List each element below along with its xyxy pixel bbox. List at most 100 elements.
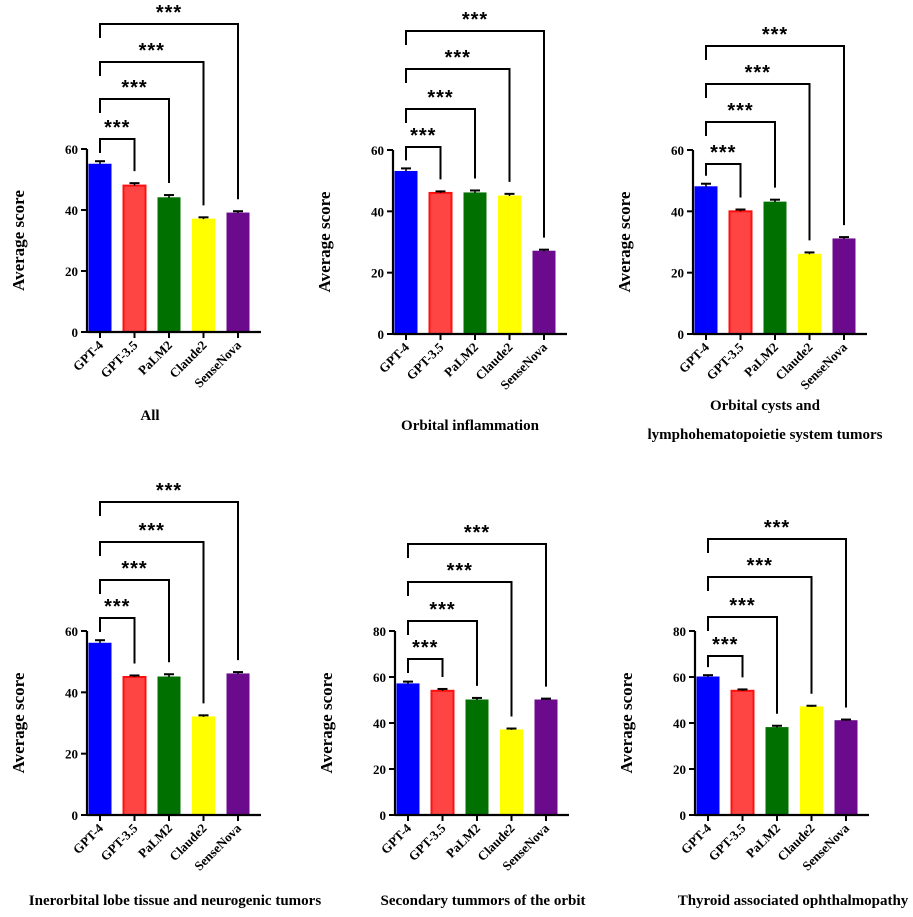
significance-label: *** — [121, 558, 147, 580]
significance-label: *** — [139, 520, 165, 542]
bar-sensenova — [534, 699, 558, 816]
significance-label: *** — [764, 517, 790, 539]
significance-label: *** — [104, 117, 130, 139]
significance-label: *** — [710, 142, 736, 164]
chart-panel-5: 020406080GPT-4GPT-3.5PaLM2Claude2SenseNo… — [317, 522, 585, 909]
bar-gpt-4 — [694, 186, 718, 335]
bar-gpt-3.5 — [430, 689, 455, 816]
y-tick-label: 0 — [380, 808, 387, 823]
bar-palm2 — [157, 676, 181, 816]
bar-palm2 — [763, 201, 787, 335]
significance-bracket — [99, 579, 170, 663]
y-tick-label: 40 — [671, 204, 684, 219]
bar-palm2 — [157, 197, 181, 333]
significance-label: *** — [412, 637, 438, 659]
bar-gpt-4 — [88, 163, 112, 333]
significance-bracket — [99, 23, 239, 200]
y-tick-label: 40 — [371, 204, 384, 219]
significance-label: *** — [745, 62, 771, 84]
significance-label: *** — [410, 125, 436, 147]
y-tick-label: 60 — [371, 143, 384, 158]
significance-label: *** — [712, 634, 738, 656]
y-tick-label: 20 — [65, 264, 78, 279]
y-tick-label: 60 — [65, 142, 78, 157]
bar-gpt-3.5 — [428, 191, 453, 335]
bar-palm2 — [465, 699, 489, 816]
x-tick-label: GPT-3.5 — [403, 339, 447, 383]
y-tick-label: 80 — [373, 624, 386, 639]
chart-panel-3: 0204060GPT-4GPT-3.5PaLM2Claude2SenseNova… — [615, 24, 883, 443]
x-tick-label: GPT-3.5 — [705, 820, 749, 864]
bar-claude2 — [192, 716, 215, 816]
y-tick-label: 20 — [671, 266, 684, 281]
bar-gpt-3.5 — [728, 210, 753, 335]
y-tick-label: 0 — [378, 327, 385, 342]
significance-bracket — [407, 543, 547, 687]
bar-claude2 — [192, 218, 215, 333]
bar-gpt-3.5 — [122, 676, 147, 816]
y-tick-label: 60 — [65, 624, 78, 639]
bar-claude2 — [800, 706, 823, 816]
significance-label: *** — [747, 555, 773, 577]
chart-panel-6: 020406080GPT-4GPT-3.5PaLM2Claude2SenseNo… — [617, 517, 909, 909]
y-axis-label: Average score — [317, 672, 336, 773]
significance-label: *** — [121, 77, 147, 99]
significance-bracket — [99, 617, 136, 664]
bar-palm2 — [765, 727, 789, 816]
panel-title: Thyroid associated ophthalmopathy — [678, 893, 909, 909]
significance-bracket — [705, 45, 845, 226]
significance-bracket — [707, 655, 744, 678]
bar-gpt-3.5 — [122, 184, 147, 333]
y-tick-label: 80 — [673, 624, 686, 639]
x-tick-label: GPT-3.5 — [703, 339, 747, 383]
significance-label: *** — [156, 2, 182, 24]
y-tick-label: 20 — [371, 266, 384, 281]
y-tick-label: 40 — [673, 716, 686, 731]
chart-panel-1: 0204060GPT-4GPT-3.5PaLM2Claude2SenseNova… — [9, 2, 261, 424]
bar-gpt-4 — [394, 170, 418, 335]
panel-title: Orbital inflammation — [401, 418, 540, 434]
significance-label: *** — [727, 100, 753, 122]
panel-title: Secondary tummors of the orbit — [381, 893, 586, 909]
x-tick-label: GPT-3.5 — [97, 337, 141, 381]
x-tick-label: GPT-3.5 — [97, 820, 141, 864]
significance-bracket — [99, 541, 205, 704]
significance-bracket — [405, 108, 476, 179]
bar-sensenova — [832, 238, 856, 335]
significance-label: *** — [427, 87, 453, 109]
significance-label: *** — [104, 596, 130, 618]
y-tick-label: 20 — [65, 747, 78, 762]
y-axis-label: Average score — [315, 191, 334, 292]
significance-bracket — [99, 138, 136, 172]
significance-bracket — [705, 121, 776, 188]
y-tick-label: 40 — [65, 685, 78, 700]
significance-label: *** — [462, 9, 488, 31]
significance-label: *** — [429, 599, 455, 621]
y-tick-label: 60 — [673, 670, 686, 685]
bar-gpt-3.5 — [730, 689, 755, 816]
y-tick-label: 0 — [680, 808, 687, 823]
y-tick-label: 60 — [671, 143, 684, 158]
bar-gpt-4 — [396, 683, 420, 816]
significance-bracket — [707, 576, 813, 694]
panel-title: lymphohematopoietie system tumors — [648, 427, 883, 443]
significance-bracket — [407, 581, 513, 717]
bar-claude2 — [500, 729, 523, 816]
significance-label: *** — [139, 40, 165, 62]
y-tick-label: 20 — [373, 762, 386, 777]
panel-title: Orbital cysts and — [710, 398, 821, 414]
bar-claude2 — [498, 195, 521, 335]
panel-title: All — [140, 408, 159, 424]
significance-bracket — [407, 620, 478, 686]
y-axis-label: Average score — [9, 672, 28, 773]
y-tick-label: 0 — [678, 327, 685, 342]
bar-palm2 — [463, 192, 487, 335]
y-tick-label: 40 — [65, 203, 78, 218]
bar-gpt-4 — [88, 642, 112, 816]
y-tick-label: 0 — [72, 808, 79, 823]
bar-sensenova — [532, 250, 556, 335]
significance-bracket — [99, 61, 205, 206]
significance-bracket — [99, 98, 170, 184]
significance-label: *** — [762, 24, 788, 46]
